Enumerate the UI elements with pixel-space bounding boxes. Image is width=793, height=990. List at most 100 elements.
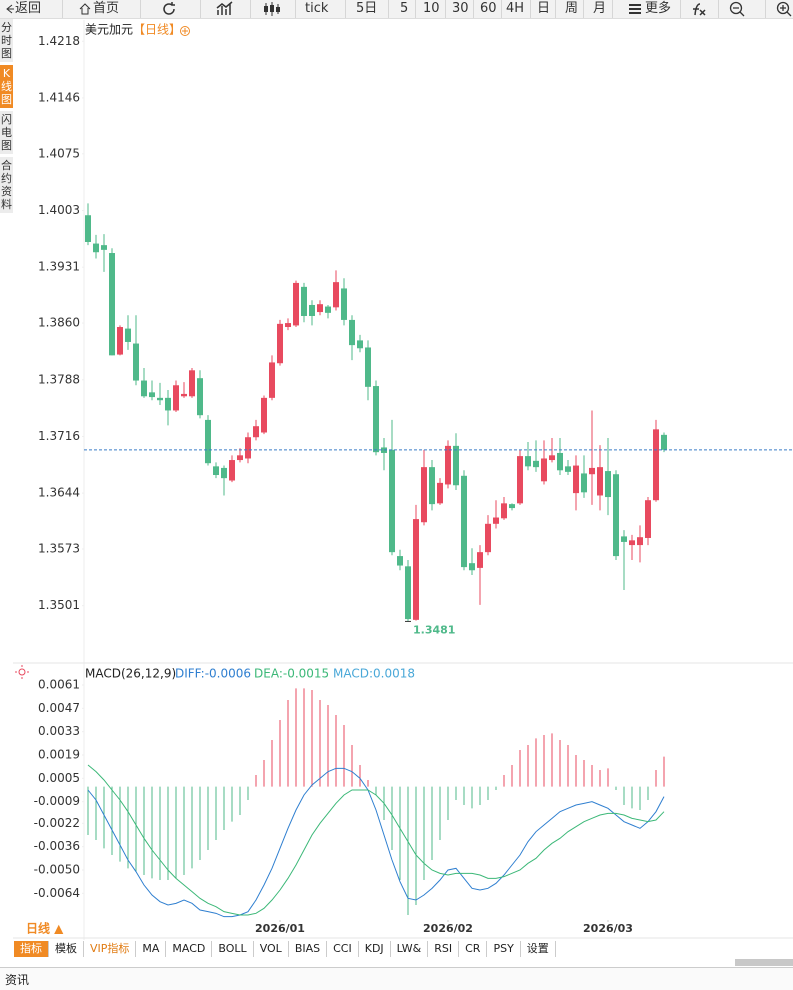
indicator-tab[interactable]: MACD [166, 941, 213, 957]
sidebar-tab[interactable]: 分时图 [0, 19, 13, 62]
indicator-tab[interactable]: VOL [254, 941, 289, 957]
period-selector[interactable]: 日线 ▲ [26, 921, 64, 936]
candle-body [277, 323, 283, 364]
candle-body [461, 475, 467, 568]
zoom-in-icon[interactable] [775, 0, 793, 18]
indicator-tab[interactable]: KDJ [359, 941, 391, 957]
indicator-tabs: 指标 模板 VIP指标 MA MACD BOLL VOL BIAS CCI KDJ LW& RSI CR… [14, 941, 556, 957]
toolbar-separator [345, 0, 346, 18]
refresh-icon[interactable] [160, 0, 178, 18]
candle-body [205, 419, 211, 464]
indicator-tab[interactable]: 设置 [521, 941, 556, 957]
candle-body [645, 500, 651, 538]
toolbar-item[interactable]: 60 [480, 1, 497, 16]
zoom-out-icon[interactable] [728, 0, 746, 18]
candle-body [565, 466, 571, 472]
toolbar-item[interactable]: 日 [537, 1, 551, 16]
candle-body [125, 328, 131, 342]
add-icon[interactable] [180, 26, 190, 36]
toolbar-item[interactable]: 首页 [93, 1, 120, 16]
y-tick-label: 0.0019 [38, 748, 80, 762]
sidebar-tab[interactable]: K线图 [0, 65, 13, 108]
toolbar-separator [501, 0, 502, 18]
indicator-tab[interactable]: PSY [487, 941, 521, 957]
y-tick-label: -0.0036 [34, 839, 80, 853]
indicator-tab[interactable]: LW& [391, 941, 429, 957]
toolbar-separator [583, 0, 584, 18]
candle-body [253, 426, 259, 438]
candle-body [493, 517, 499, 524]
indicator-tab[interactable]: VIP指标 [84, 941, 137, 957]
candle-body [237, 455, 243, 461]
candle-body [661, 434, 667, 450]
indicator-tab[interactable]: BIAS [289, 941, 328, 957]
y-tick-label: 1.4003 [38, 203, 80, 217]
toolbar-item[interactable]: 5日 [356, 1, 378, 16]
indicator-tab[interactable]: 模板 [49, 941, 84, 957]
candle-body [445, 445, 451, 485]
indicator-tab[interactable]: CCI [327, 941, 359, 957]
indicator-tab[interactable]: BOLL [212, 941, 254, 957]
candle-body [309, 304, 315, 316]
indicator-tab[interactable]: MA [136, 941, 167, 957]
y-tick-label: 1.4075 [38, 146, 80, 160]
toolbar-separator [718, 0, 719, 18]
toolbar-separator [62, 0, 63, 18]
candle-body [509, 504, 515, 509]
y-tick-label: 1.3716 [38, 429, 80, 443]
indicator-tab[interactable]: RSI [428, 941, 460, 957]
toolbar-separator [612, 0, 613, 18]
candle-body [469, 563, 475, 571]
y-tick-label: 1.4146 [38, 90, 80, 104]
candle-body [421, 467, 427, 523]
y-tick-label: -0.0009 [34, 794, 80, 808]
sidebar-tab[interactable]: 合约资料 [0, 157, 13, 213]
candle-body [189, 370, 195, 397]
chart-type-icon[interactable] [215, 0, 235, 18]
toolbar-item[interactable]: 更多 [645, 1, 672, 16]
status-bar: 资讯 [0, 967, 793, 990]
formula-icon[interactable] [688, 0, 708, 18]
scrollbar[interactable] [735, 959, 793, 966]
candle-body [221, 467, 227, 479]
y-tick-label: 0.0061 [38, 678, 80, 692]
y-tick-label: 0.0033 [38, 724, 80, 738]
candle-icon[interactable] [262, 0, 282, 18]
y-tick-label: 1.3573 [38, 542, 80, 556]
toolbar-separator [530, 0, 531, 18]
toolbar-item[interactable]: tick [305, 1, 329, 16]
candle-body [157, 397, 163, 401]
toolbar-item[interactable]: 月 [593, 1, 607, 16]
y-tick-label: 1.3644 [38, 486, 80, 500]
candle-body [317, 304, 323, 313]
status-label[interactable]: 资讯 [5, 973, 30, 987]
candle-body [437, 482, 443, 504]
toolbar-separator [680, 0, 681, 18]
toolbar-item[interactable]: 4H [506, 1, 525, 16]
candle-body [133, 343, 139, 381]
toolbar-item[interactable]: 30 [452, 1, 469, 16]
toolbar-separator [140, 0, 141, 18]
toolbar-item[interactable]: 5 [400, 1, 409, 16]
toolbar-separator [555, 0, 556, 18]
sidebar: 分时图 K线图闪电图合约资料 [0, 19, 13, 216]
toolbar-item[interactable]: 周 [565, 1, 579, 16]
candle-body [165, 397, 171, 411]
indicator-tab[interactable]: CR [459, 941, 488, 957]
sidebar-tab[interactable]: 闪电图 [0, 111, 13, 154]
candle-body [373, 386, 379, 453]
candle-body [517, 456, 523, 504]
candle-body [477, 552, 483, 568]
macd-line [87, 767, 665, 918]
toolbar-item[interactable]: 返回 [15, 1, 42, 16]
indicator-tab[interactable]: 指标 [14, 941, 49, 957]
candle-body [557, 452, 563, 471]
candle-body [605, 471, 611, 498]
candle-body [485, 523, 491, 553]
toolbar-item[interactable]: 10 [423, 1, 440, 16]
candle-body [597, 467, 603, 496]
settings-icon[interactable] [15, 665, 29, 679]
menu-icon[interactable] [628, 0, 642, 18]
candle-body [637, 537, 643, 546]
